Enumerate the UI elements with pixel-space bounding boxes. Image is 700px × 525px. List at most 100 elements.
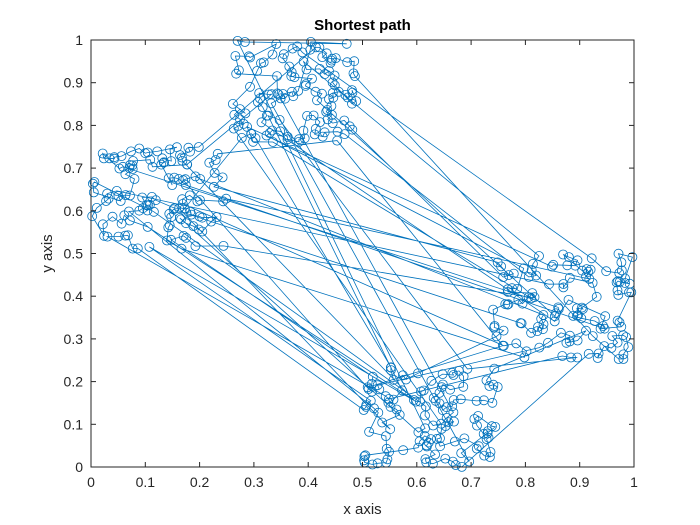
data-point [180,180,191,190]
y-tick-label: 0 [75,459,83,475]
data-point [547,261,557,272]
data-point [267,137,278,147]
data-point [562,260,573,271]
data-point [601,266,612,277]
data-point [523,271,534,282]
data-point [132,243,143,254]
data-point [435,433,445,444]
data-point [553,302,564,313]
data-point [556,327,566,338]
data-point [440,453,451,464]
data-point [166,156,177,167]
data-point [261,130,272,141]
data-point [167,180,178,191]
data-point [583,348,594,359]
data-point [471,443,482,454]
data-point [174,203,185,214]
data-point [111,185,122,196]
data-point [339,115,350,126]
data-point [478,428,489,439]
data-point [496,261,507,272]
data-point [169,203,180,214]
data-point [190,241,201,252]
data-point [612,285,623,296]
axes-box [90,39,635,468]
data-point [98,219,108,230]
data-point [484,452,495,462]
data-point [518,263,529,274]
data-point [408,395,419,405]
data-point [428,393,439,403]
data-point [558,282,569,293]
data-point [544,279,554,290]
data-point [592,353,603,363]
y-tick-label: 0.4 [64,288,84,304]
data-point [115,196,126,206]
data-point [274,115,285,125]
data-point [367,459,378,470]
data-point [558,279,569,289]
data-point [413,427,424,438]
data-point [319,127,330,138]
data-point [385,401,396,412]
data-point [383,394,394,404]
data-point [398,445,409,456]
data-point [498,272,509,283]
x-tick-label: 0.3 [244,474,264,490]
data-point [245,52,255,63]
data-point [372,458,383,469]
data-point [101,196,111,206]
data-point [526,327,536,338]
data-point [458,381,469,392]
data-point [507,283,517,294]
data-point [166,212,177,223]
data-point [479,450,490,461]
data-point [239,37,250,47]
data-point [614,317,625,328]
data-point [531,270,541,281]
data-point [347,124,358,135]
data-point [329,80,340,91]
data-point [229,109,240,120]
data-point [503,299,514,310]
data-point [563,294,574,305]
data-point [282,131,293,142]
x-axis-label: x axis [343,501,381,518]
x-tick-label: 0 [87,474,95,490]
data-point [102,188,112,199]
data-point [185,146,195,157]
data-point [166,234,176,245]
data-point [178,230,189,241]
data-point [176,243,187,254]
data-point [599,323,610,334]
data-point [339,129,350,140]
data-point [176,152,187,163]
data-point [572,255,583,266]
data-point [347,98,357,109]
data-point [449,436,460,447]
data-point [142,221,153,232]
data-point [118,161,128,172]
data-point [127,243,138,254]
data-point [324,94,334,104]
data-point [455,394,466,405]
y-tick-label: 0.5 [64,246,84,262]
data-point [523,292,534,303]
data-point [327,77,338,88]
data-point [113,231,124,242]
x-tick-label: 0.9 [570,474,590,490]
data-point [178,175,189,186]
data-point [587,331,598,342]
data-point [286,67,297,78]
data-point [377,417,388,428]
data-point [426,375,437,386]
data-point [316,88,327,99]
data-point [99,230,109,241]
data-point [373,407,384,418]
y-tick-label: 0.6 [64,203,84,219]
data-point [585,264,596,275]
data-point [146,191,157,202]
data-point [437,369,448,380]
data-point [503,286,513,297]
data-point [157,153,168,164]
